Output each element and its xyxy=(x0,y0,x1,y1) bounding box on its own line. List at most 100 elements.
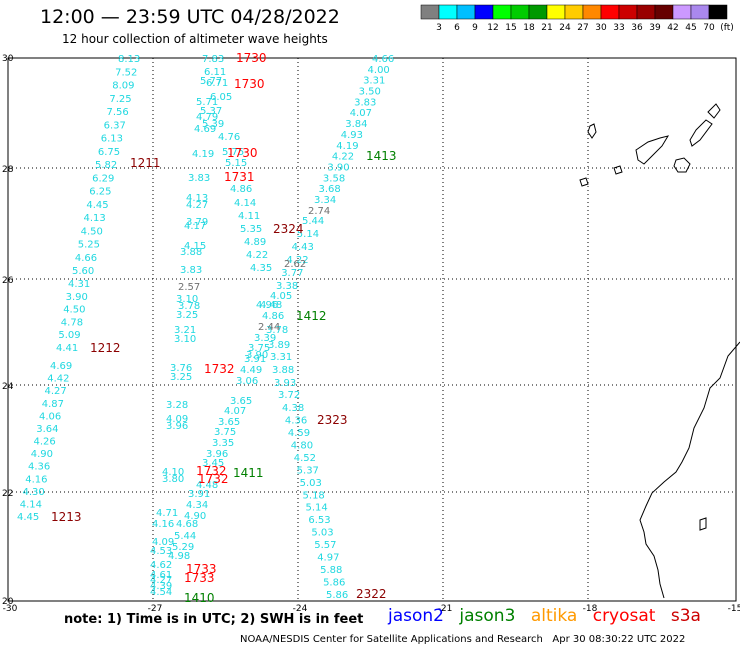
wave-value-1732: 3.65 xyxy=(218,417,240,428)
lon-label: -24 xyxy=(293,604,308,614)
wave-value-1213: 4.26 xyxy=(34,437,56,448)
wave-value-1213: 3.64 xyxy=(36,424,58,435)
wave-value-1730: 4.76 xyxy=(218,132,240,143)
wave-value-1731: 4.15 xyxy=(184,241,206,252)
lat-label: 30 xyxy=(2,54,14,64)
legend-swatch xyxy=(456,4,476,20)
wave-value-1733: 4.98 xyxy=(168,551,190,562)
wave-value-1412: 4.96 xyxy=(256,300,278,311)
wave-value-1733: 4.34 xyxy=(186,500,208,511)
wave-value-1413: 3.90 xyxy=(327,162,349,173)
wave-value-1213: 4.30 xyxy=(23,487,45,498)
wave-value-2323: 5.37 xyxy=(297,465,319,476)
wave-value-1413: 3.34 xyxy=(314,195,336,206)
legend-label: 70 xyxy=(703,23,715,33)
wave-value-1731: 4.89 xyxy=(244,237,266,248)
wave-value-1732: 3.78 xyxy=(178,301,200,312)
axis-labels: -30 -27 -24 -21 -18 -15 30 28 26 24 22 20 xyxy=(2,54,740,614)
map-subtitle: 12 hour collection of altimeter wave hei… xyxy=(62,32,328,46)
wave-value-1732: 3.45 xyxy=(202,458,224,469)
wave-value-1412: 4.05 xyxy=(270,291,292,302)
wave-value-1730: 4.19 xyxy=(192,149,214,160)
wave-value-1413: 3.31 xyxy=(363,76,385,87)
wave-value-1412: 3.39 xyxy=(254,333,276,344)
lat-label: 24 xyxy=(2,382,14,392)
wave-value-2324: 3.38 xyxy=(276,281,298,292)
wave-value-1213: 4.90 xyxy=(31,449,53,460)
legend-swatch xyxy=(492,4,512,20)
wave-value-1732: 3.25 xyxy=(170,372,192,383)
island-el-hierro xyxy=(579,177,589,187)
island-fuerteventura xyxy=(689,119,713,147)
wave-value-1732: 3.25 xyxy=(176,310,198,321)
wave-value-1211: 7.56 xyxy=(107,107,129,118)
wave-value-1412: 3.89 xyxy=(268,340,290,351)
wave-value-2323: 5.86 xyxy=(323,578,345,589)
african-coastline xyxy=(639,341,740,599)
legend-label: 27 xyxy=(577,23,588,33)
wave-value-1732: 3.35 xyxy=(212,438,234,449)
footer-note: note: 1) Time is in UTC; 2) SWH is in fe… xyxy=(64,612,364,627)
wave-value-1211: 4.45 xyxy=(86,200,108,211)
map-frame xyxy=(7,57,737,602)
wave-value-1731: 4.11 xyxy=(238,211,260,222)
legend-swatch xyxy=(654,4,674,20)
pass-time-1212: 1212 xyxy=(90,341,121,355)
wave-value-2323: 5.03 xyxy=(300,478,322,489)
legend-label: 3 xyxy=(436,23,442,33)
wave-value-1213: 4.42 xyxy=(47,374,69,385)
wave-value-1731: 3.83 xyxy=(188,173,210,184)
wave-value-1211: 5.25 xyxy=(78,240,100,251)
wave-value-1412: 3.88 xyxy=(272,365,294,376)
pass-time-1410: 1410 xyxy=(184,591,215,605)
wave-value-1732: 3.96 xyxy=(166,421,188,432)
wave-value-1213: 4.87 xyxy=(42,399,64,410)
legend-label: 6 xyxy=(454,23,460,33)
wave-value-1731: 4.27 xyxy=(186,200,208,211)
wave-value-1412: 3.75 xyxy=(248,343,270,354)
wave-value-1731: 3.79 xyxy=(186,217,208,228)
wave-value-1413: 4.00 xyxy=(368,65,390,76)
wave-value-1730: 6.11 xyxy=(204,67,226,78)
wave-value-1413: 4.22 xyxy=(332,152,354,163)
lon-label: -15 xyxy=(728,604,740,614)
pass-time-1411: 1411 xyxy=(233,466,264,480)
island-gran-canaria xyxy=(673,157,691,173)
wave-value-1731: 3.83 xyxy=(180,265,202,276)
wave-value-2323: 5.18 xyxy=(303,490,325,501)
wave-value-1732-low: 2.57 xyxy=(178,282,200,293)
wave-value-1413: 3.83 xyxy=(354,97,376,108)
wave-value-1211: 8.13 xyxy=(118,54,140,65)
wave-value-1211: 5.82 xyxy=(95,160,117,171)
pass-time-2323: 2323 xyxy=(317,413,348,427)
bay-islet xyxy=(699,517,707,531)
wave-value-1213: 4.45 xyxy=(17,512,39,523)
wave-value-1731: 4.17 xyxy=(184,221,206,232)
wave-value-1731: 3.88 xyxy=(180,247,202,258)
legend-swatch xyxy=(438,4,458,20)
sat-s3a: s3a xyxy=(670,606,701,626)
lat-lon-grid xyxy=(7,57,737,602)
legend-swatch xyxy=(636,4,656,20)
wave-value-1733: 4.09 xyxy=(152,537,174,548)
wave-value-2323: 5.86 xyxy=(326,590,348,601)
pass-time-2322: 2322 xyxy=(356,587,387,601)
sat-jason2: jason2 xyxy=(388,606,444,626)
wave-value-2323: 5.57 xyxy=(314,540,336,551)
legend-swatch xyxy=(510,4,530,20)
wave-value-1732: 4.48 xyxy=(196,480,218,491)
wave-value-1412: 3.91 xyxy=(244,354,266,365)
pass-time-1730: 1730 xyxy=(227,146,258,160)
wave-value-1731: 4.14 xyxy=(234,198,256,209)
wave-value-1211: 7.52 xyxy=(115,67,137,78)
wave-value-1413: 3.50 xyxy=(359,87,381,98)
legend-swatch xyxy=(618,4,638,20)
wave-value-1211: 7.25 xyxy=(109,94,131,105)
lat-label: 26 xyxy=(2,276,14,286)
wave-value-1730: 4.79 xyxy=(196,112,218,123)
wave-value-1212: 5.09 xyxy=(58,330,80,341)
wave-value-1211: 6.13 xyxy=(101,134,123,145)
wave-value-2324: 5.14 xyxy=(297,229,319,240)
wave-value-2323: 4.36 xyxy=(285,415,307,426)
